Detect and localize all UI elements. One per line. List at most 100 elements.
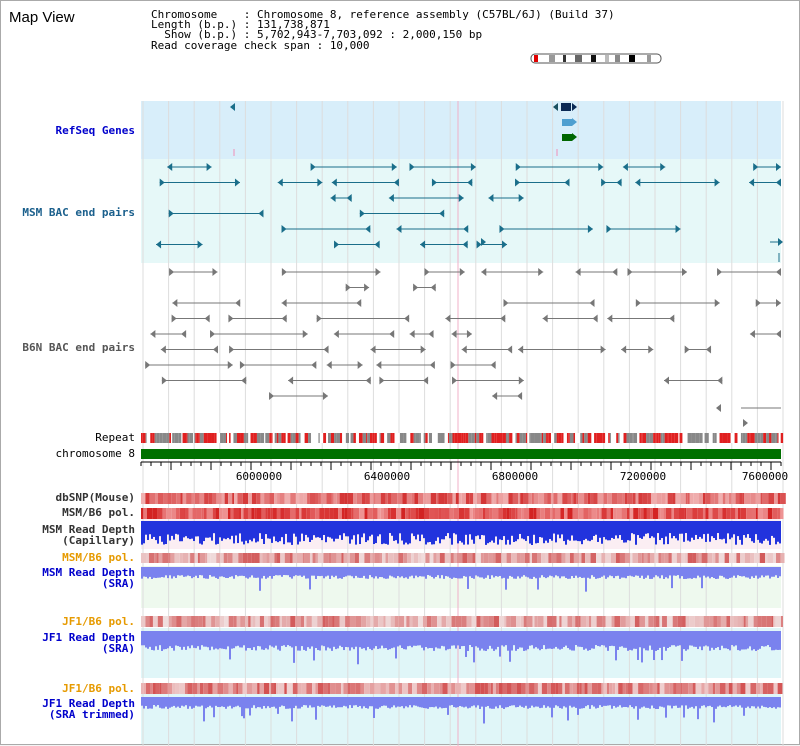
dbsnp-heat [303, 493, 308, 504]
msm-depth-sra-bar [293, 567, 295, 577]
jf1-b6-pol-heat-2 [673, 683, 677, 694]
jf1-depth-trim-bar [779, 697, 781, 708]
jf1-b6-pol-heat [304, 616, 307, 627]
feature-arrow [461, 345, 467, 354]
jf1-depth-sra-bar [649, 631, 651, 646]
repeat-segment [253, 433, 257, 443]
msm-depth-cap-bar [273, 521, 275, 537]
msm-depth-cap-bar [347, 521, 349, 537]
jf1-depth-trim-bar [693, 697, 695, 709]
jf1-depth-trim-bar [505, 697, 507, 708]
jf1-depth-trim-bar [531, 697, 533, 706]
jf1-b6-pol-heat [578, 616, 581, 627]
msm-b6-pol-heat [267, 508, 271, 519]
jf1-depth-sra-bar [545, 631, 547, 650]
jf1-b6-pol-heat [526, 616, 533, 627]
repeat-segment [656, 433, 659, 443]
msm-depth-sra-bar [595, 567, 597, 579]
feature-arrow [281, 225, 287, 233]
jf1-b6-pol-heat-2 [385, 683, 390, 694]
msm-b6-pol-heat-2 [280, 553, 285, 563]
jf1-depth-trim-bar [365, 697, 367, 708]
msm-depth-sra-bar [533, 567, 535, 577]
jf1-b6-pol-heat [141, 616, 146, 627]
jf1-depth-trim-bar [657, 697, 659, 709]
msm-depth-sra-bar [173, 567, 175, 577]
msm-b6-pol-heat [310, 508, 316, 519]
msm-depth-cap-bar [333, 521, 335, 542]
msm-b6-pol-heat [219, 508, 223, 519]
jf1-b6-pol-heat-2 [274, 683, 277, 694]
jf1-depth-trim-bar [595, 697, 597, 709]
msm-depth-cap-bar [603, 521, 605, 538]
jf1-b6-pol-heat [561, 616, 568, 627]
jf1-depth-trim-bar [761, 697, 763, 706]
msm-b6-pol-heat-2 [379, 553, 383, 563]
msm-depth-cap-bar [415, 521, 417, 540]
msm-depth-sra-bar [149, 567, 151, 577]
ideogram-band [629, 55, 635, 62]
msm-b6-pol-heat-2 [551, 553, 557, 563]
jf1-depth-trim-bar [141, 697, 143, 706]
msm-depth-sra-bar [613, 567, 615, 579]
jf1-depth-trim-bar [617, 697, 619, 707]
jf1-depth-sra-bar [313, 631, 315, 661]
jf1-depth-sra-bar [755, 631, 757, 651]
track-label-msm-bac[interactable]: MSM BAC end pairs [22, 206, 135, 219]
jf1-b6-pol-heat-2 [197, 683, 200, 694]
msm-depth-sra-bar [409, 567, 411, 577]
jf1-depth-sra-bar [583, 631, 585, 650]
jf1-depth-sra-bar [179, 631, 181, 647]
repeat-segment [754, 433, 758, 443]
jf1-depth-trim-bar [227, 697, 229, 707]
jf1-depth-trim-bar [691, 697, 693, 707]
jf1-depth-trim-bar [165, 697, 167, 707]
msm-depth-sra-bar [203, 567, 205, 579]
track-label-b6n-bac[interactable]: B6N BAC end pairs [22, 341, 135, 354]
jf1-depth-trim-bar [503, 697, 505, 709]
jf1-b6-pol-heat-2 [750, 683, 757, 694]
feature-arrow [359, 209, 365, 218]
jf1-depth-trim-bar [163, 697, 165, 709]
msm-depth-cap-bar [725, 521, 727, 544]
jf1-b6-pol-heat-2 [777, 683, 783, 694]
jf1-depth-trim-bar [351, 697, 353, 708]
jf1-b6-pol-heat-2 [615, 683, 619, 694]
msm-b6-pol-heat [569, 508, 573, 519]
repeat-segment [416, 433, 420, 443]
jf1-b6-pol-heat [195, 616, 199, 627]
msm-depth-sra-bar [253, 567, 255, 578]
track-label-msm-read-depth-sra: MSM Read Depth (SRA) [42, 566, 135, 590]
msm-depth-cap-bar [203, 521, 205, 542]
dbsnp-heat [544, 493, 548, 504]
jf1-depth-trim-bar [777, 697, 779, 708]
msm-depth-cap-bar [607, 521, 609, 541]
msm-depth-sra-bar [385, 567, 387, 579]
msm-depth-cap-bar [275, 521, 277, 542]
jf1-depth-trim-bar [567, 697, 569, 721]
msm-depth-cap-bar [375, 521, 377, 544]
msm-b6-pol-heat [626, 508, 630, 519]
jf1-b6-pol-heat [504, 616, 507, 627]
msm-b6-pol-heat [658, 508, 661, 519]
track-label-refseq[interactable]: RefSeq Genes [55, 124, 135, 137]
msm-b6-pol-heat [212, 508, 216, 519]
jf1-depth-trim-bar [641, 697, 643, 708]
msm-depth-sra-bar [707, 567, 709, 577]
repeat-segment [558, 433, 562, 443]
jf1-depth-sra-bar [263, 631, 265, 650]
msm-b6-pol-heat [359, 508, 365, 519]
dbsnp-heat [699, 493, 703, 504]
repeat-segment [194, 433, 196, 443]
msm-b6-pol-heat-2 [687, 553, 693, 563]
msm-b6-pol-heat-2 [585, 553, 591, 563]
jf1-depth-trim-bar [213, 697, 215, 718]
dbsnp-heat [248, 493, 252, 504]
jf1-depth-sra-bar [589, 631, 591, 651]
msm-depth-cap-bar [639, 521, 641, 538]
msm-depth-cap-bar [181, 521, 183, 542]
jf1-b6-pol-heat-2 [152, 683, 156, 694]
jf1-depth-trim-bar [255, 697, 257, 709]
msm-b6-pol-heat-2 [524, 553, 530, 563]
